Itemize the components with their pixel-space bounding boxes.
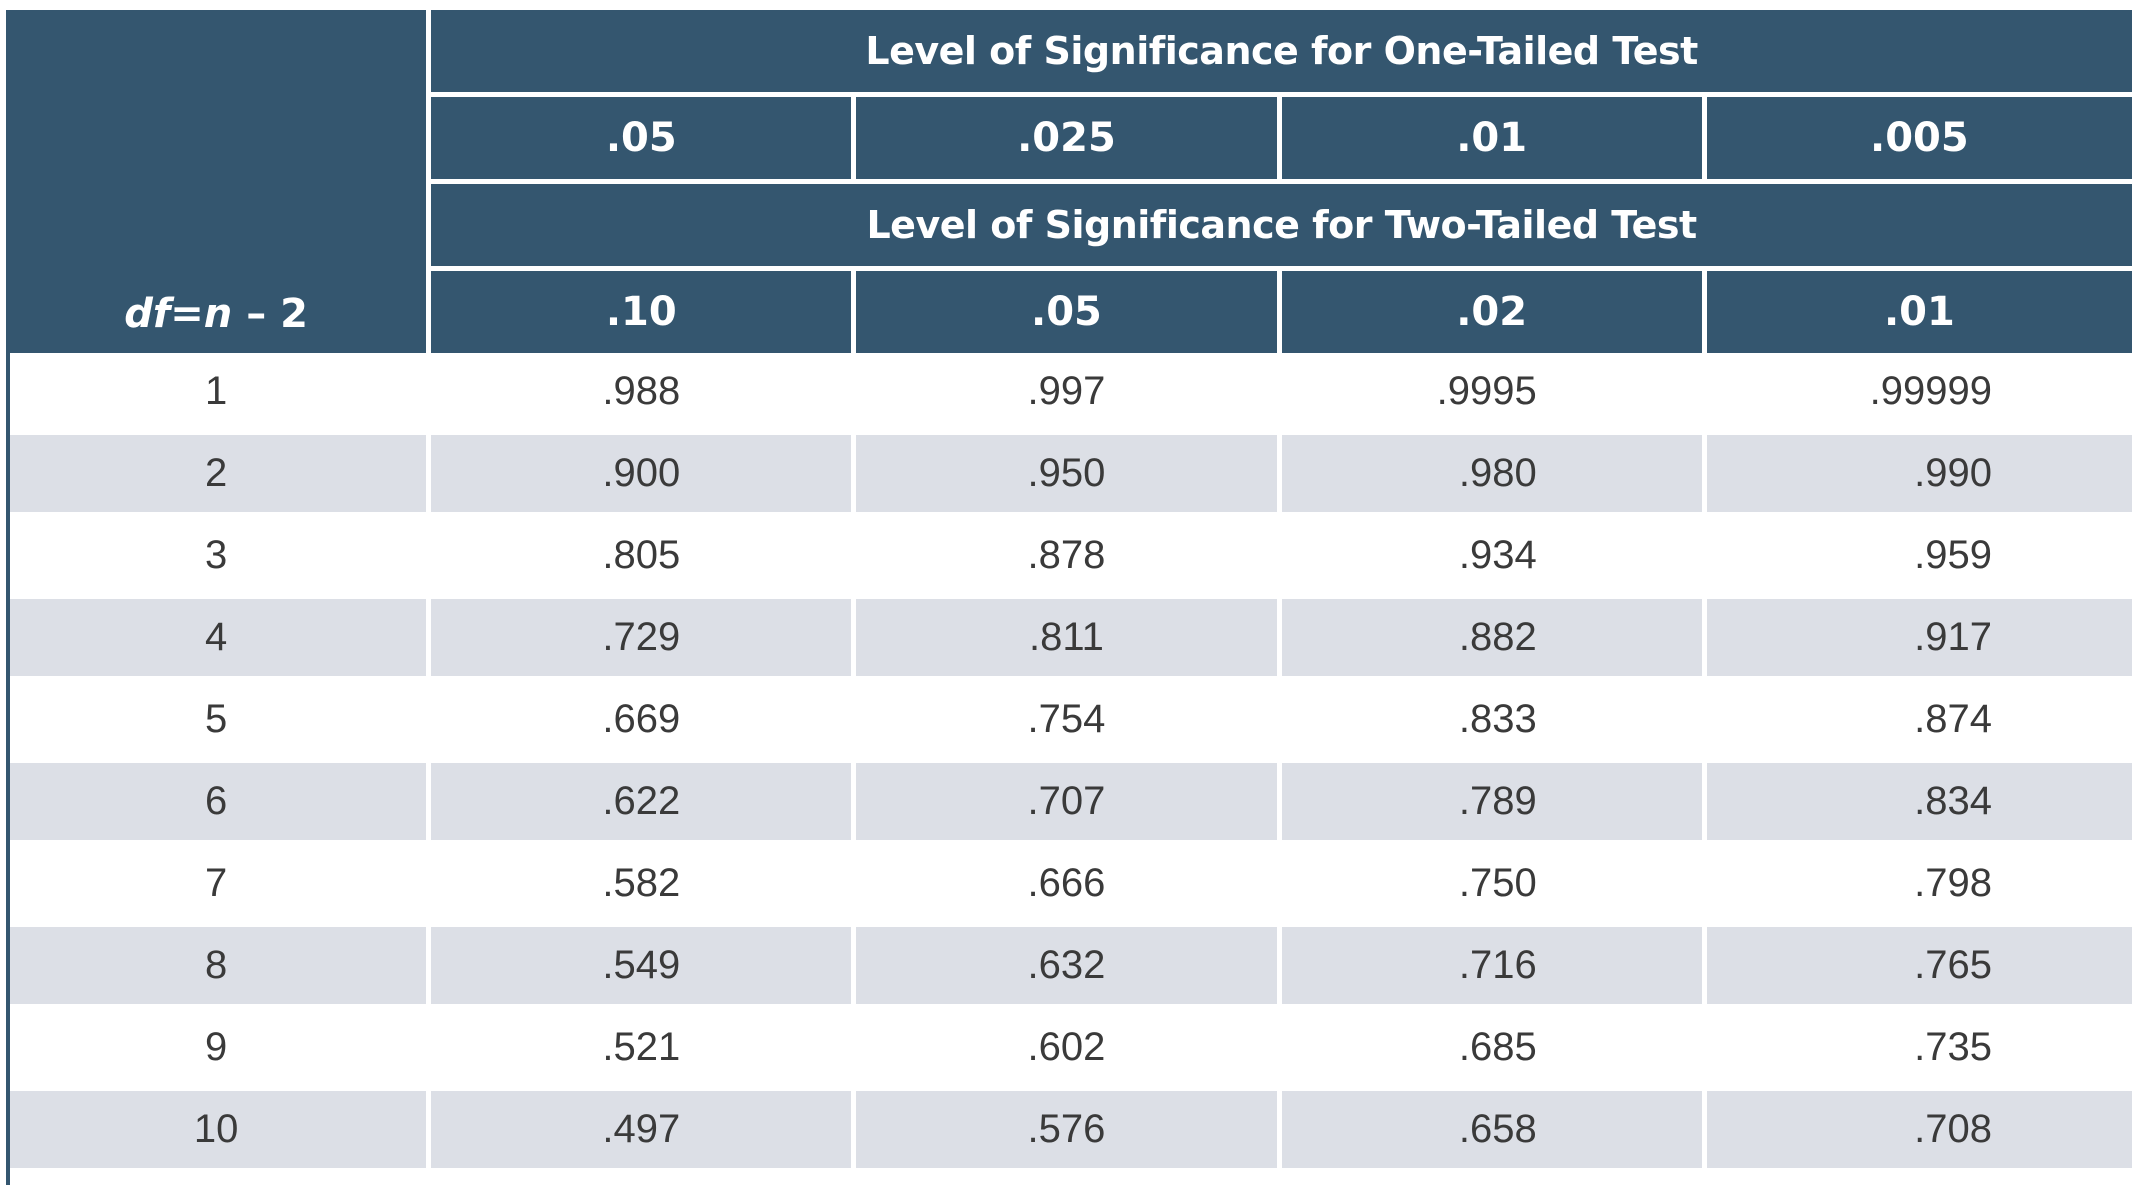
value-cell: .765 — [1706, 927, 2132, 1009]
two-tailed-level: .02 — [1281, 271, 1707, 353]
value-cell: .658 — [1281, 1091, 1707, 1173]
value-cell: .99999 — [1706, 353, 2132, 435]
value-cell: .685 — [1281, 1009, 1707, 1091]
table-row: 10 .497 .576 .658 .708 — [6, 1091, 2132, 1173]
value-cell: .950 — [856, 435, 1282, 517]
value-cell: .874 — [1706, 681, 2132, 763]
equals-sign: = — [170, 291, 204, 337]
one-tailed-level: .025 — [856, 97, 1282, 184]
two-constant: 2 — [280, 291, 308, 337]
value-cell: .632 — [856, 927, 1282, 1009]
table-row: 5 .669 .754 .833 .874 — [6, 681, 2132, 763]
value-cell: .582 — [431, 845, 857, 927]
table-row: 1 .988 .997 .9995 .99999 — [6, 353, 2132, 435]
df-cell: 10 — [6, 1091, 432, 1173]
value-cell: .576 — [856, 1091, 1282, 1173]
value-cell: .729 — [431, 599, 857, 681]
value-cell: .833 — [1281, 681, 1707, 763]
value-cell: .917 — [1706, 599, 2132, 681]
df-cell: 2 — [6, 435, 432, 517]
value-cell: .666 — [856, 845, 1282, 927]
table-row: 8 .549 .632 .716 .765 — [6, 927, 2132, 1009]
value-cell: .669 — [431, 681, 857, 763]
df-column-header: df=n – 2 — [6, 10, 432, 353]
two-tailed-level: .10 — [431, 271, 857, 353]
value-cell: .798 — [1706, 845, 2132, 927]
value-cell: .980 — [1281, 435, 1707, 517]
value-cell: .497 — [431, 1091, 857, 1173]
table-row: 9 .521 .602 .685 .735 — [6, 1009, 2132, 1091]
table-row: 4 .729 .811 .882 .917 — [6, 599, 2132, 681]
value-cell: .521 — [431, 1009, 857, 1091]
df-cell: 4 — [6, 599, 432, 681]
left-border-rule — [6, 10, 10, 1185]
value-cell: .789 — [1281, 763, 1707, 845]
value-cell: .707 — [856, 763, 1282, 845]
one-tailed-level: .01 — [1281, 97, 1707, 184]
df-cell: 1 — [6, 353, 432, 435]
value-cell: .716 — [1281, 927, 1707, 1009]
value-cell: .805 — [431, 517, 857, 599]
value-cell: .754 — [856, 681, 1282, 763]
one-tailed-level: .05 — [431, 97, 857, 184]
value-cell: .9995 — [1281, 353, 1707, 435]
critical-values-table: df=n – 2 Level of Significance for One-T… — [6, 10, 2132, 1173]
table-row: 3 .805 .878 .934 .959 — [6, 517, 2132, 599]
df-symbol: df — [124, 291, 171, 337]
table-row: 7 .582 .666 .750 .798 — [6, 845, 2132, 927]
value-cell: .834 — [1706, 763, 2132, 845]
value-cell: .900 — [431, 435, 857, 517]
one-tailed-level: .005 — [1706, 97, 2132, 184]
value-cell: .878 — [856, 517, 1282, 599]
value-cell: .735 — [1706, 1009, 2132, 1091]
value-cell: .708 — [1706, 1091, 2132, 1173]
minus-sign: – — [246, 291, 267, 337]
df-cell: 3 — [6, 517, 432, 599]
table-row: 2 .900 .950 .980 .990 — [6, 435, 2132, 517]
table-row: 6 .622 .707 .789 .834 — [6, 763, 2132, 845]
df-cell: 7 — [6, 845, 432, 927]
two-tailed-level: .05 — [856, 271, 1282, 353]
value-cell: .959 — [1706, 517, 2132, 599]
df-cell: 5 — [6, 681, 432, 763]
value-cell: .549 — [431, 927, 857, 1009]
table-body: 1 .988 .997 .9995 .99999 2 .900 .950 .98… — [6, 353, 2132, 1173]
df-cell: 9 — [6, 1009, 432, 1091]
df-cell: 8 — [6, 927, 432, 1009]
value-cell: .750 — [1281, 845, 1707, 927]
two-tailed-header: Level of Significance for Two-Tailed Tes… — [431, 184, 2132, 271]
two-tailed-level: .01 — [1706, 271, 2132, 353]
value-cell: .882 — [1281, 599, 1707, 681]
value-cell: .934 — [1281, 517, 1707, 599]
value-cell: .811 — [856, 599, 1282, 681]
value-cell: .990 — [1706, 435, 2132, 517]
value-cell: .622 — [431, 763, 857, 845]
one-tailed-header: Level of Significance for One-Tailed Tes… — [431, 10, 2132, 97]
value-cell: .602 — [856, 1009, 1282, 1091]
df-cell: 6 — [6, 763, 432, 845]
n-symbol: n — [203, 291, 233, 337]
value-cell: .997 — [856, 353, 1282, 435]
table-header: df=n – 2 Level of Significance for One-T… — [6, 10, 2132, 353]
value-cell: .988 — [431, 353, 857, 435]
